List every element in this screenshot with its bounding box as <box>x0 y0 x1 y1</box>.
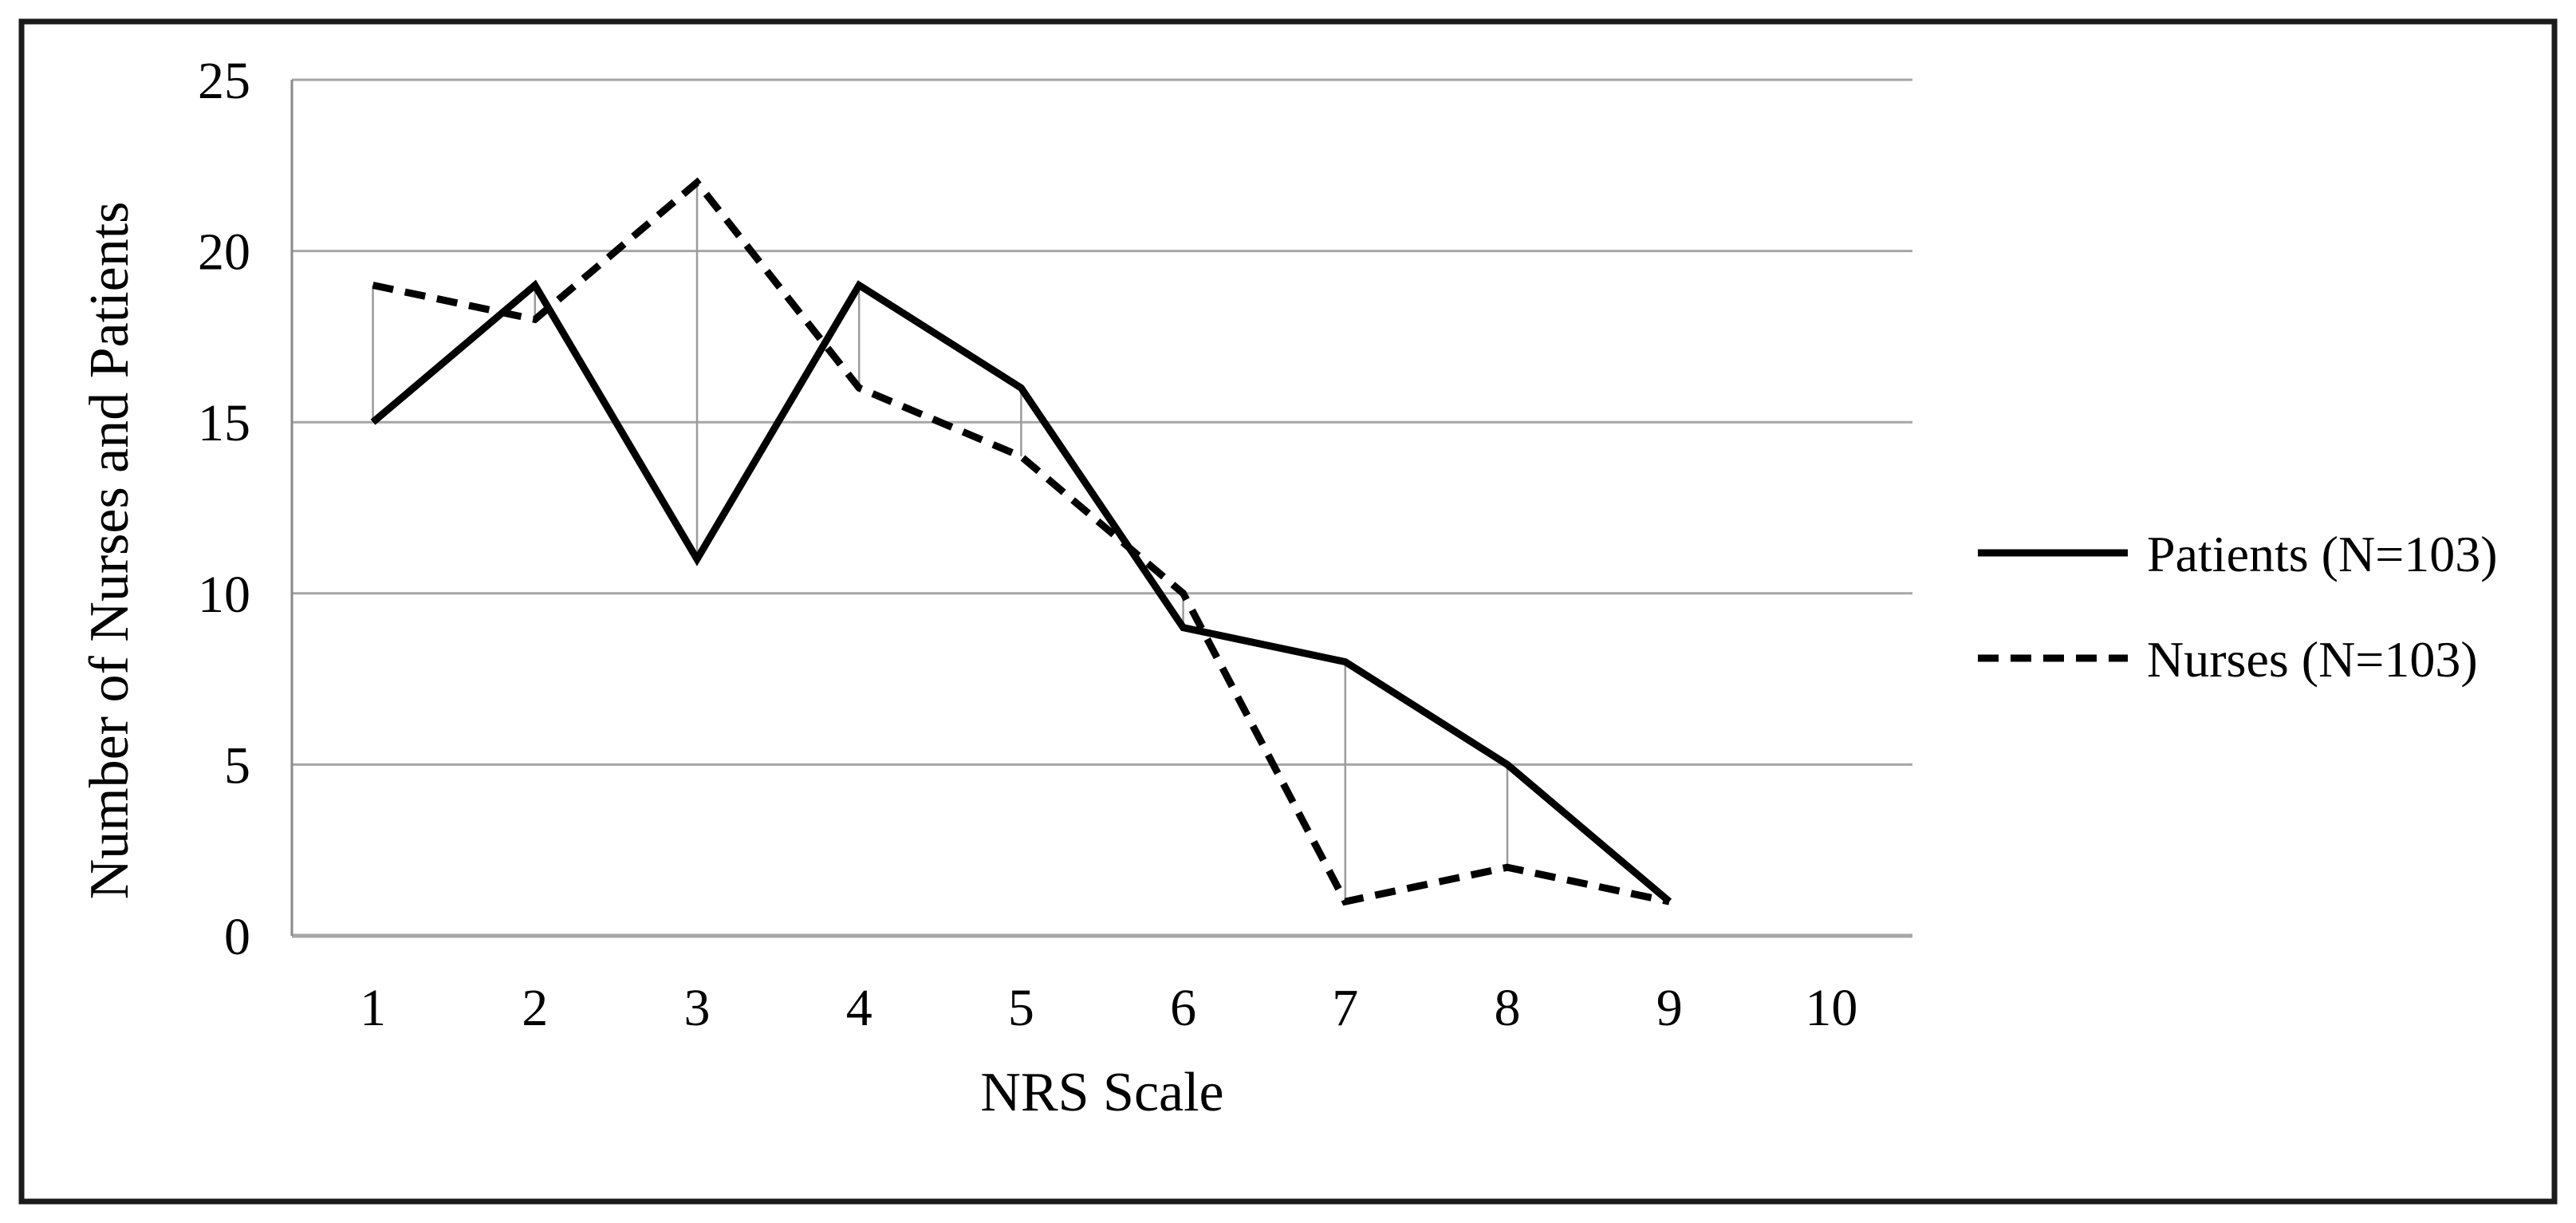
y-tick-label: 25 <box>198 52 250 110</box>
y-axis-title: Number of Nurses and Patients <box>79 202 140 900</box>
series-group <box>370 177 1672 906</box>
x-axis-title: NRS Scale <box>980 1062 1223 1123</box>
y-tick-label: 5 <box>224 736 250 795</box>
x-tick-label: 1 <box>360 979 386 1037</box>
y-tick-labels-group: 0 5 10 15 20 25 <box>198 52 250 966</box>
x-tick-label: 6 <box>1170 979 1196 1037</box>
y-tick-label: 15 <box>198 394 250 452</box>
y-tick-label: 0 <box>224 908 250 966</box>
x-tick-label: 7 <box>1332 979 1358 1037</box>
x-tick-label: 9 <box>1656 979 1683 1037</box>
highlow-lines-group <box>372 182 1509 902</box>
x-tick-label: 4 <box>846 979 872 1037</box>
legend-label-nurses: Nurses (N=103) <box>2147 631 2478 688</box>
y-tick-label: 10 <box>198 566 250 624</box>
x-tick-label: 5 <box>1008 979 1034 1037</box>
x-tick-label: 8 <box>1495 979 1521 1037</box>
x-tick-labels-group: 1 2 3 4 5 6 7 8 9 10 <box>360 979 1857 1037</box>
legend-label-patients: Patients (N=103) <box>2147 526 2498 582</box>
gridlines-group <box>292 78 1912 938</box>
patients-series-line <box>370 279 1672 905</box>
legend: Patients (N=103) Nurses (N=103) <box>1978 526 2498 688</box>
x-tick-label: 2 <box>522 979 548 1037</box>
y-tick-label: 20 <box>198 223 250 282</box>
x-tick-label: 10 <box>1805 979 1857 1037</box>
nurses-series-line <box>372 177 1671 906</box>
x-tick-label: 3 <box>684 979 711 1037</box>
figure-border <box>18 18 2558 1205</box>
